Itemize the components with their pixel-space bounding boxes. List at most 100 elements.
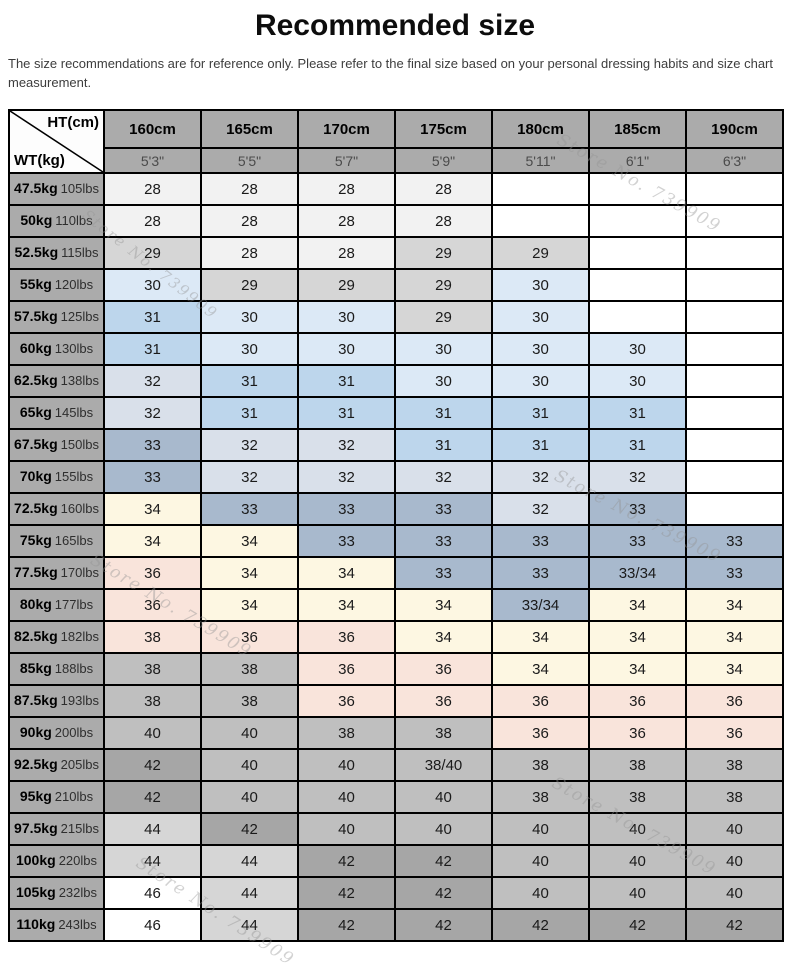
size-cell: 38 (493, 750, 590, 782)
weight-lbs: 165lbs (54, 533, 94, 548)
size-cell: 31 (299, 398, 396, 430)
weight-label: 65kg 145lbs (10, 398, 105, 430)
weight-lbs: 182lbs (60, 629, 99, 644)
size-cell (590, 270, 687, 302)
size-cell: 34 (202, 526, 299, 558)
size-cell: 38 (299, 718, 396, 750)
weight-lbs: 105lbs (60, 181, 99, 196)
size-cell: 42 (299, 846, 396, 878)
size-cell: 40 (493, 814, 590, 846)
size-cell: 29 (493, 238, 590, 270)
weight-kg: 55kg (19, 276, 52, 292)
size-cell: 42 (396, 878, 493, 910)
weight-row: 47.5kg 105lbs 28 28 28 28 (10, 174, 784, 206)
size-cell: 38 (396, 718, 493, 750)
size-cell (687, 270, 784, 302)
weight-kg: 95kg (19, 788, 52, 804)
weight-lbs: 170lbs (60, 565, 99, 580)
weight-label: 110kg 243lbs (10, 910, 105, 942)
size-cell: 32 (105, 398, 202, 430)
size-cell: 42 (105, 750, 202, 782)
weight-kg: 77.5kg (14, 564, 58, 580)
size-cell: 42 (105, 782, 202, 814)
size-cell: 40 (687, 846, 784, 878)
size-cell: 33 (105, 462, 202, 494)
size-cell: 30 (299, 334, 396, 366)
weight-row: 77.5kg 170lbs 36 34 34 33 33 33/34 33 (10, 558, 784, 590)
size-cell: 40 (202, 750, 299, 782)
size-cell: 31 (105, 302, 202, 334)
weight-kg: 105kg (15, 884, 56, 900)
size-cell: 40 (105, 718, 202, 750)
size-cell: 40 (493, 846, 590, 878)
weight-kg: 65kg (19, 404, 52, 420)
weight-row: 52.5kg 115lbs 29 28 28 29 29 (10, 238, 784, 270)
weight-row: 97.5kg 215lbs 44 42 40 40 40 40 40 (10, 814, 784, 846)
weight-kg: 75kg (19, 532, 52, 548)
size-cell: 36 (493, 718, 590, 750)
size-cell: 29 (299, 270, 396, 302)
size-cell: 33 (396, 558, 493, 590)
size-cell (687, 494, 784, 526)
size-cell: 40 (687, 878, 784, 910)
size-cell: 34 (590, 590, 687, 622)
size-cell: 42 (396, 910, 493, 942)
weight-row: 72.5kg 160lbs 34 33 33 33 32 33 (10, 494, 784, 526)
size-cell (493, 206, 590, 238)
size-cell: 38 (493, 782, 590, 814)
size-cell: 46 (105, 878, 202, 910)
size-cell: 32 (202, 462, 299, 494)
size-cell: 44 (202, 910, 299, 942)
size-cell: 34 (687, 654, 784, 686)
weight-kg: 62.5kg (14, 372, 58, 388)
size-cell: 36 (396, 686, 493, 718)
size-cell: 30 (299, 302, 396, 334)
size-cell (687, 238, 784, 270)
size-cell: 40 (299, 782, 396, 814)
weight-lbs: 193lbs (60, 693, 99, 708)
size-cell: 34 (687, 590, 784, 622)
size-cell: 31 (105, 334, 202, 366)
weight-kg: 60kg (19, 340, 52, 356)
weight-lbs: 115lbs (61, 245, 99, 260)
weight-row: 87.5kg 193lbs 38 38 36 36 36 36 36 (10, 686, 784, 718)
weight-row: 60kg 130lbs 31 30 30 30 30 30 (10, 334, 784, 366)
weight-row: 92.5kg 205lbs 42 40 40 38/40 38 38 38 (10, 750, 784, 782)
size-cell: 40 (590, 846, 687, 878)
weight-lbs: 177lbs (54, 597, 94, 612)
height-ft-row: 5'3" 5'5" 5'7" 5'9" 5'11" 6'1" 6'3" (10, 149, 784, 174)
size-cell: 38 (590, 782, 687, 814)
size-cell: 32 (493, 494, 590, 526)
size-cell: 40 (590, 878, 687, 910)
size-cell: 30 (590, 366, 687, 398)
size-cell: 34 (202, 590, 299, 622)
weight-row: 57.5kg 125lbs 31 30 30 29 30 (10, 302, 784, 334)
weight-row: 85kg 188lbs 38 38 36 36 34 34 34 (10, 654, 784, 686)
size-cell: 38/40 (396, 750, 493, 782)
size-cell: 34 (299, 558, 396, 590)
size-cell: 31 (493, 430, 590, 462)
size-cell: 36 (202, 622, 299, 654)
size-cell: 36 (590, 718, 687, 750)
weight-label: 87.5kg 193lbs (10, 686, 105, 718)
size-cell: 33 (105, 430, 202, 462)
size-cell: 33 (493, 558, 590, 590)
height-cm-header-2: 170cm (299, 111, 396, 149)
size-cell: 30 (396, 334, 493, 366)
weight-row: 55kg 120lbs 30 29 29 29 30 (10, 270, 784, 302)
weight-kg: 52.5kg (14, 244, 59, 260)
weight-label: 77.5kg 170lbs (10, 558, 105, 590)
height-ft-header-1: 5'5" (202, 149, 299, 174)
size-cell: 34 (396, 622, 493, 654)
size-cell: 28 (396, 206, 493, 238)
size-cell: 33 (687, 558, 784, 590)
size-cell: 29 (396, 302, 493, 334)
size-cell: 31 (493, 398, 590, 430)
weight-kg: 47.5kg (14, 180, 58, 196)
size-cell: 40 (202, 718, 299, 750)
size-cell: 38 (105, 622, 202, 654)
weight-label: 75kg 165lbs (10, 526, 105, 558)
size-cell: 28 (299, 238, 396, 270)
size-cell: 31 (202, 398, 299, 430)
size-cell (687, 366, 784, 398)
